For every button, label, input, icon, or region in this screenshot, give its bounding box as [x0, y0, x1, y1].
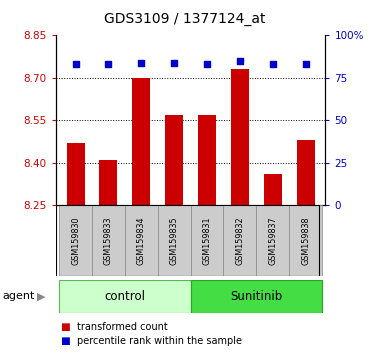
Text: GSM159835: GSM159835 — [170, 216, 179, 265]
Bar — [223, 205, 256, 276]
Bar — [191, 205, 223, 276]
Bar — [165, 115, 183, 205]
Text: GSM159832: GSM159832 — [235, 216, 244, 265]
Text: ▶: ▶ — [37, 291, 46, 302]
Bar — [256, 205, 289, 276]
Text: GSM159834: GSM159834 — [137, 216, 146, 265]
Text: percentile rank within the sample: percentile rank within the sample — [77, 336, 242, 346]
Bar — [231, 69, 249, 205]
Bar — [264, 174, 282, 205]
Point — [72, 62, 79, 67]
Text: GSM159833: GSM159833 — [104, 216, 113, 265]
Bar — [296, 140, 315, 205]
Bar — [191, 280, 322, 313]
Text: ■: ■ — [60, 336, 69, 346]
Point — [237, 58, 243, 64]
Point — [270, 62, 276, 67]
Bar — [198, 115, 216, 205]
Bar — [59, 205, 92, 276]
Bar — [132, 78, 150, 205]
Point — [204, 62, 210, 67]
Bar — [67, 143, 85, 205]
Text: agent: agent — [2, 291, 34, 302]
Text: ■: ■ — [60, 322, 69, 332]
Text: GSM159831: GSM159831 — [203, 216, 211, 265]
Bar — [289, 205, 322, 276]
Text: Sunitinib: Sunitinib — [230, 290, 283, 303]
Point — [138, 60, 144, 65]
Text: transformed count: transformed count — [77, 322, 168, 332]
Text: control: control — [104, 290, 146, 303]
Point — [171, 60, 177, 65]
Text: GSM159830: GSM159830 — [71, 216, 80, 265]
Text: GSM159837: GSM159837 — [268, 216, 277, 265]
Point — [105, 62, 112, 67]
Bar — [92, 205, 125, 276]
Text: GSM159838: GSM159838 — [301, 216, 310, 265]
Point — [303, 62, 309, 67]
Bar — [59, 280, 191, 313]
Text: GDS3109 / 1377124_at: GDS3109 / 1377124_at — [104, 12, 266, 27]
Bar — [158, 205, 191, 276]
Bar — [99, 160, 117, 205]
Bar — [125, 205, 158, 276]
